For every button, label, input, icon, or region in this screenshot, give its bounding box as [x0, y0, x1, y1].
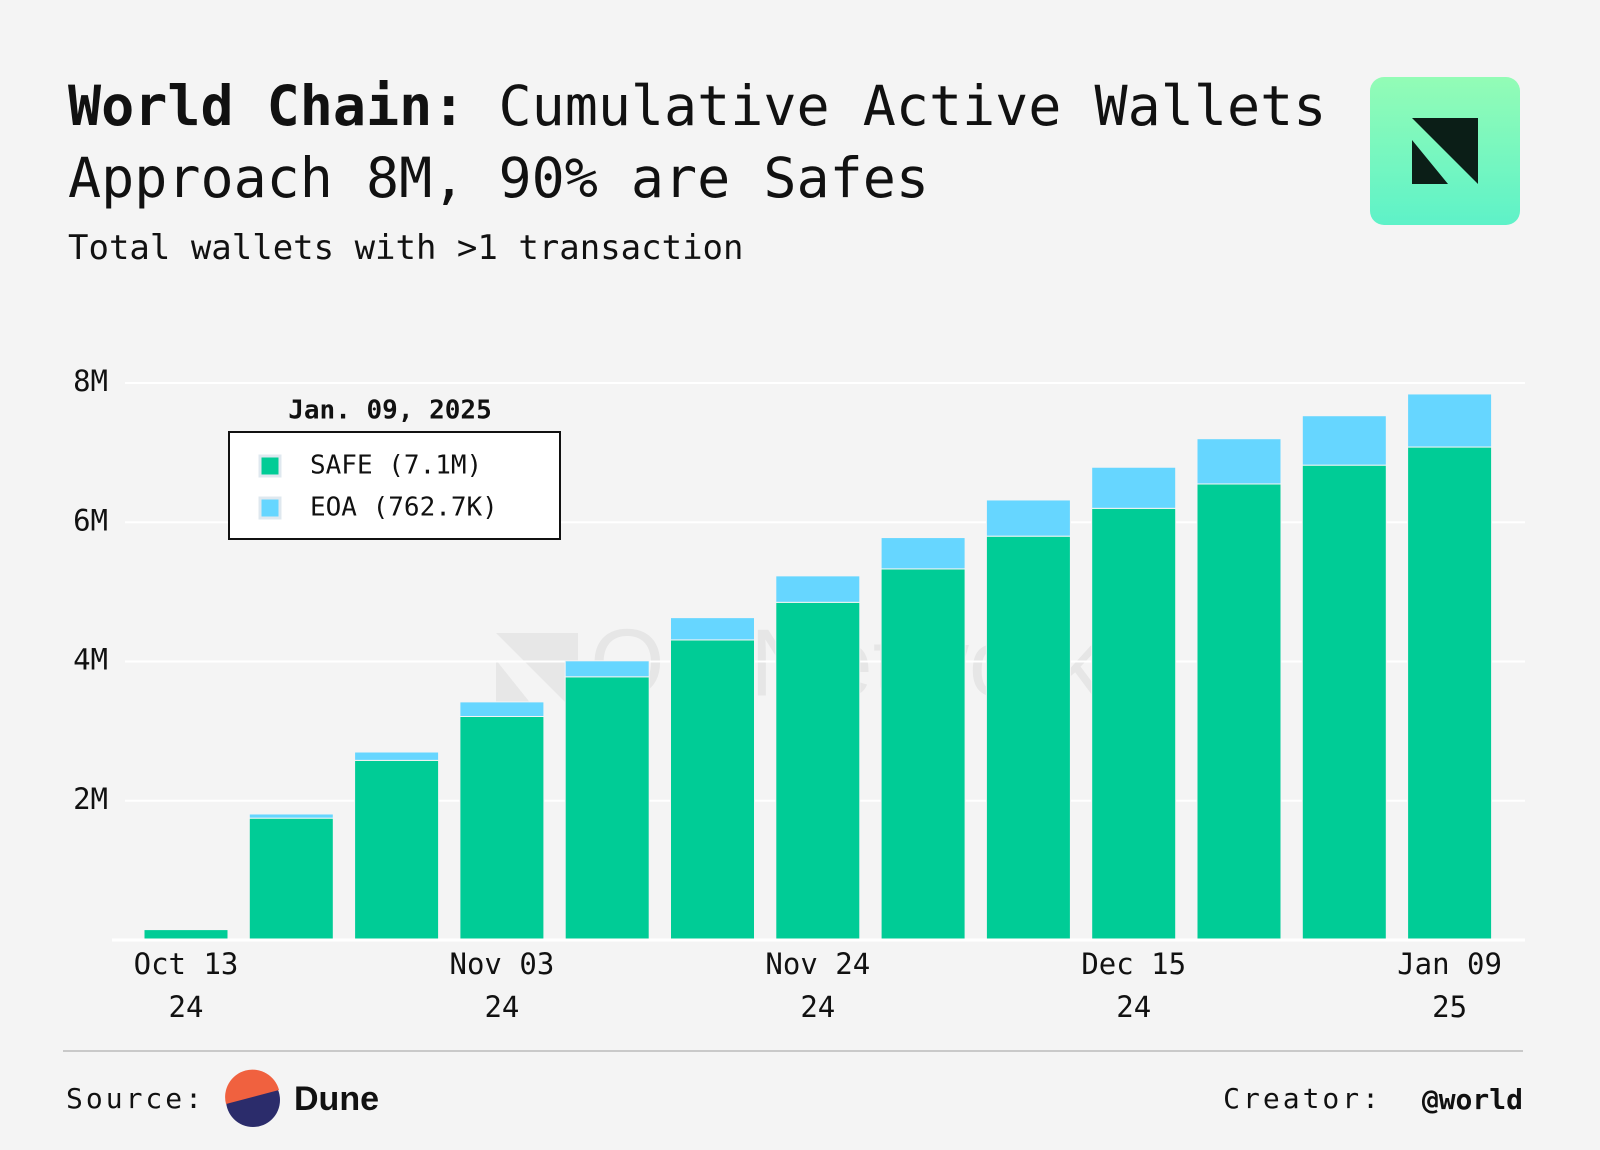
tooltip-entry: SAFE (7.1M) — [310, 451, 482, 481]
tooltip-entry: EOA (762.7K) — [310, 493, 498, 523]
bar-segment — [143, 929, 229, 941]
bar-segment — [143, 928, 229, 931]
bar-segment — [354, 751, 440, 761]
x-tick-label: Jan 09 — [1397, 947, 1502, 981]
bar-segment — [354, 759, 440, 941]
x-tick-label: 24 — [169, 990, 204, 1024]
bar-segment — [564, 660, 650, 678]
bar-segment — [880, 537, 966, 570]
logo-icon — [1412, 118, 1478, 184]
y-tick-label: 2M — [73, 782, 108, 816]
title-text: Cumulative Active Wallets Approach 8M, 9… — [68, 74, 1327, 210]
x-tick-label: 25 — [1432, 990, 1467, 1024]
bar-segment — [1407, 393, 1493, 448]
bar-segment — [1091, 466, 1177, 509]
bar-segment — [459, 716, 545, 941]
bar-segment — [1091, 507, 1177, 941]
bar-segment — [248, 813, 334, 819]
x-tick-label: 24 — [484, 990, 519, 1024]
source-label: Source: — [66, 1082, 205, 1115]
tooltip-box — [228, 431, 561, 540]
subtitle: Total wallets with >1 transaction — [68, 228, 744, 268]
title: World Chain: Cumulative Active Wallets A… — [68, 70, 1328, 214]
bar-segment — [775, 575, 861, 603]
bar-segment — [880, 568, 966, 941]
bar-segment — [1196, 483, 1282, 941]
x-tick-label: Nov 24 — [765, 947, 870, 981]
bar-segment — [459, 701, 545, 718]
bar-segment — [670, 639, 755, 941]
y-tick-label: 4M — [73, 643, 108, 677]
x-tick-label: Nov 03 — [450, 947, 555, 981]
title-bold: World Chain: — [68, 74, 466, 138]
creator-label: Creator: — [1223, 1082, 1382, 1115]
bar-segment — [1301, 415, 1387, 466]
bar-segment — [775, 601, 861, 941]
bar-segment — [248, 817, 334, 941]
y-tick-label: 8M — [73, 364, 108, 398]
watermark-icon — [496, 633, 578, 715]
creator: @world — [1422, 1083, 1523, 1116]
x-tick-label: 24 — [1116, 990, 1151, 1024]
x-tick-label: Oct 13 — [134, 947, 239, 981]
tooltip-swatch — [258, 454, 282, 478]
x-tick-label: Dec 15 — [1081, 947, 1186, 981]
bar-segment — [1196, 438, 1282, 485]
tooltip-date: Jan. 09, 2025 — [288, 396, 492, 426]
bar-segment — [985, 499, 1071, 537]
tooltip-swatch — [258, 496, 282, 520]
x-tick-label: 24 — [800, 990, 835, 1024]
bar-segment — [670, 617, 755, 641]
dune-logo-top — [225, 1069, 279, 1104]
bar-segment — [1407, 446, 1493, 941]
bar-segment — [985, 535, 1071, 941]
bar-segment — [564, 676, 650, 941]
bar-segment — [1301, 464, 1387, 941]
source: Dune — [294, 1080, 379, 1118]
y-tick-label: 6M — [73, 503, 108, 537]
